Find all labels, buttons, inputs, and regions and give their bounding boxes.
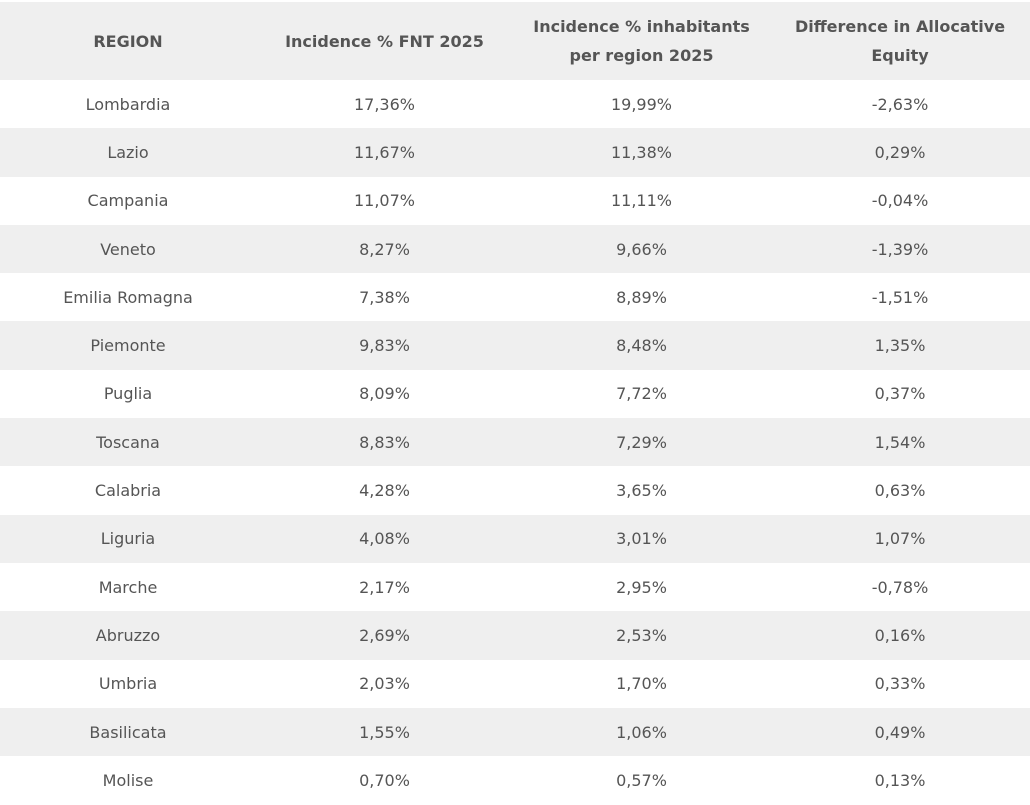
difference-cell: -2,63% (871, 94, 929, 114)
incidence-inhabitants-cell: 7,29% (616, 432, 667, 452)
incidence-fnt-cell: 8,83% (359, 432, 410, 452)
incidence-inhabitants-cell: 1,70% (616, 674, 667, 694)
region-cell: Veneto (100, 239, 156, 259)
table-row: Basilicata 1,55% 1,06% 0,49% (0, 707, 1030, 757)
region-cell: Toscana (96, 432, 160, 452)
incidence-fnt-cell: 4,28% (359, 481, 410, 501)
region-cell: Piemonte (90, 336, 166, 356)
incidence-inhabitants-cell: 9,66% (616, 239, 667, 259)
table-row: Veneto 8,27% 9,66% -1,39% (0, 224, 1030, 274)
table-row: Abruzzo 2,69% 2,53% 0,16% (0, 611, 1030, 660)
difference-cell: 0,37% (874, 384, 926, 404)
incidence-fnt-cell: 7,38% (359, 287, 410, 307)
table-row: Lazio 11,67% 11,38% 0,29% (0, 128, 1030, 177)
difference-cell: 0,16% (874, 625, 926, 645)
header-difference-equity: Difference in Allocative Equity (794, 17, 1006, 65)
difference-cell: -1,39% (871, 239, 929, 259)
incidence-inhabitants-cell: 2,53% (616, 625, 667, 645)
region-cell: Emilia Romagna (63, 287, 193, 307)
region-cell: Liguria (100, 529, 156, 549)
difference-cell: 1,54% (874, 432, 926, 452)
difference-cell: 0,29% (874, 142, 926, 162)
incidence-inhabitants-cell: 1,06% (616, 722, 667, 742)
incidence-fnt-cell: 0,70% (359, 770, 410, 790)
difference-cell: 0,33% (874, 674, 926, 694)
difference-cell: 1,35% (874, 336, 926, 356)
difference-cell: -0,04% (871, 191, 929, 211)
table-row: Emilia Romagna 7,38% 8,89% -1,51% (0, 273, 1030, 321)
table-header: REGION Incidence % FNT 2025 Incidence % … (0, 2, 1030, 80)
table-row: Puglia 8,09% 7,72% 0,37% (0, 370, 1030, 418)
difference-cell: 1,07% (874, 529, 926, 549)
region-cell: Calabria (94, 481, 162, 501)
difference-cell: 0,63% (874, 481, 926, 501)
incidence-inhabitants-cell: 3,01% (616, 529, 667, 549)
difference-cell: -1,51% (871, 287, 929, 307)
region-cell: Basilicata (89, 722, 167, 742)
incidence-inhabitants-cell: 19,99% (610, 94, 672, 114)
table-row: Piemonte 9,83% 8,48% 1,35% (0, 321, 1030, 370)
incidence-fnt-cell: 8,27% (359, 239, 410, 259)
difference-cell: -0,78% (871, 577, 929, 597)
incidence-inhabitants-cell: 3,65% (616, 481, 667, 501)
table-row: Umbria 2,03% 1,70% 0,33% (0, 660, 1030, 708)
incidence-fnt-cell: 11,67% (353, 142, 415, 162)
region-cell: Molise (102, 770, 154, 790)
region-cell: Lazio (107, 142, 149, 162)
incidence-inhabitants-cell: 11,11% (610, 191, 672, 211)
table-row: Marche 2,17% 2,95% -0,78% (0, 563, 1030, 611)
table-row: Molise 0,70% 0,57% 0,13% (0, 756, 1030, 804)
incidence-inhabitants-cell: 8,48% (616, 336, 667, 356)
incidence-inhabitants-cell: 2,95% (616, 577, 667, 597)
table-row: Lombardia 17,36% 19,99% -2,63% (0, 80, 1030, 128)
region-cell: Abruzzo (95, 625, 161, 645)
table-body: Lombardia 17,36% 19,99% -2,63% Lazio 11,67% 11… (0, 80, 1030, 804)
region-cell: Marche (98, 577, 158, 597)
table-row: Liguria 4,08% 3,01% 1,07% (0, 514, 1030, 563)
incidence-fnt-cell: 8,09% (359, 384, 410, 404)
incidence-fnt-cell: 11,07% (353, 191, 415, 211)
incidence-fnt-cell: 4,08% (359, 529, 410, 549)
incidence-fnt-cell: 2,69% (359, 625, 410, 645)
table-row: Toscana 8,83% 7,29% 1,54% (0, 418, 1030, 467)
difference-cell: 0,13% (874, 770, 926, 790)
incidence-inhabitants-cell: 7,72% (616, 384, 667, 404)
incidence-inhabitants-cell: 8,89% (616, 287, 667, 307)
incidence-fnt-cell: 2,03% (359, 674, 410, 694)
table-row: Campania 11,07% 11,11% -0,04% (0, 177, 1030, 225)
table-row: Calabria 4,28% 3,65% 0,63% (0, 466, 1030, 514)
header-region: REGION (93, 31, 163, 51)
region-cell: Puglia (103, 384, 153, 404)
incidence-inhabitants-cell: 0,57% (616, 770, 667, 790)
header-incidence-fnt: Incidence % FNT 2025 (285, 31, 484, 51)
incidence-inhabitants-cell: 11,38% (610, 142, 672, 162)
incidence-fnt-cell: 2,17% (359, 577, 410, 597)
header-incidence-inhabitants: Incidence % inhabitants per region 2025 (533, 17, 750, 65)
region-cell: Campania (87, 191, 169, 211)
header-row: REGION Incidence % FNT 2025 Incidence % … (0, 2, 1030, 80)
incidence-fnt-cell: 17,36% (353, 94, 415, 114)
difference-cell: 0,49% (874, 722, 926, 742)
incidence-fnt-cell: 9,83% (359, 336, 410, 356)
region-cell: Lombardia (85, 94, 171, 114)
incidence-fnt-cell: 1,55% (359, 722, 410, 742)
region-cell: Umbria (98, 674, 158, 694)
